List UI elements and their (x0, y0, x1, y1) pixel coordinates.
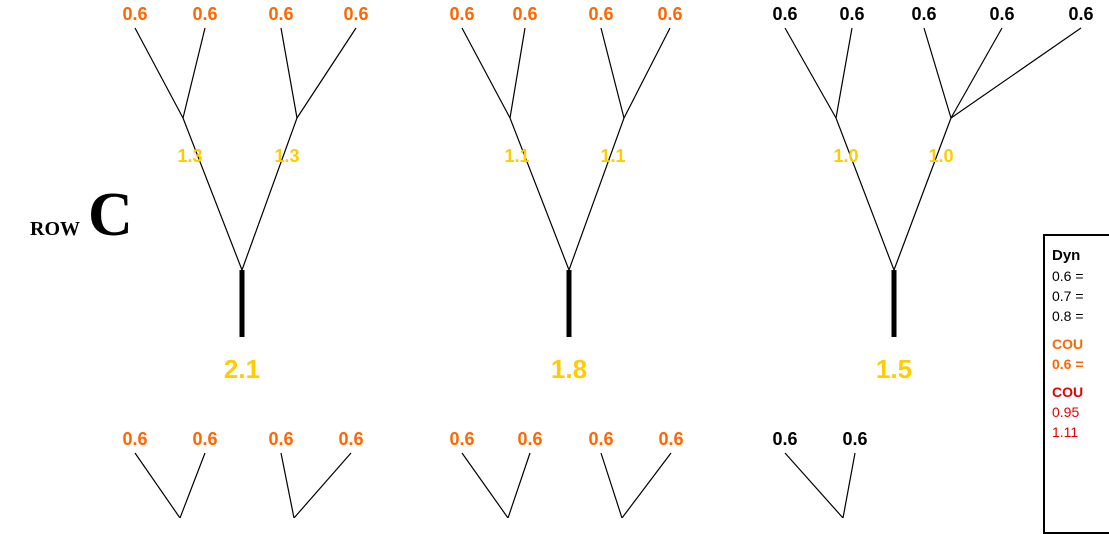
mid-label: 1.3 (274, 146, 299, 166)
root-label: 1.5 (876, 354, 912, 384)
leaf-label: 0.6 (588, 4, 613, 24)
legend-red-heading: COU (1052, 384, 1084, 400)
leaf-branch (600, 27, 625, 119)
bottom-branch (621, 452, 672, 518)
row-label: ROW C (30, 180, 133, 251)
bottom-leaf-label: 0.6 (449, 429, 474, 449)
leaf-branch (784, 27, 837, 119)
leaf-label: 0.6 (911, 4, 936, 24)
bottom-branch (784, 452, 844, 518)
leaf-label: 0.6 (657, 4, 682, 24)
diagram-canvas: 0.6 0.6 0.6 0.6 1.3 1.3 2.1 0.6 0.6 0.6 0.6 1.1 1.1 1… (30, 4, 1109, 534)
mid-label: 1.3 (177, 146, 202, 166)
leaf-label: 0.6 (122, 4, 147, 24)
row-label-letter: C (88, 181, 133, 249)
mid-label: 1.1 (600, 146, 625, 166)
legend-orange-heading: COU (1052, 336, 1084, 352)
bottom-leaf-label: 0.6 (268, 429, 293, 449)
bottom-branch (134, 452, 181, 518)
mid-label: 1.0 (833, 146, 858, 166)
mid-branch (509, 117, 570, 271)
legend-line-2: 0.7 = (1052, 288, 1084, 304)
leaf-label: 0.6 (512, 4, 537, 24)
leaf-branch (182, 27, 206, 119)
bottom-branch (842, 452, 856, 518)
legend-heading: Dyn (1052, 247, 1081, 264)
leaf-label: 0.6 (268, 4, 293, 24)
legend-red-line-1: 0.95 (1052, 404, 1080, 420)
bottom-leaf-label: 0.6 (192, 429, 217, 449)
mid-label: 1.1 (504, 146, 529, 166)
leaf-label: 0.6 (343, 4, 368, 24)
legend-line-1: 0.6 = (1052, 268, 1084, 284)
mid-branch (182, 117, 243, 271)
legend-red-line-2: 1.11 (1052, 424, 1079, 440)
bottom-leaf-label: 0.6 (338, 429, 363, 449)
leaf-label: 0.6 (989, 4, 1014, 24)
leaf-branch (835, 27, 853, 119)
bottom-branch (600, 452, 623, 518)
root-label: 2.1 (224, 354, 260, 384)
mid-branch (893, 117, 952, 271)
legend-orange-value: 0.6 = (1052, 356, 1084, 372)
leaf-branch (296, 27, 357, 119)
mid-branch (835, 117, 895, 271)
bottom-leaf-label: 0.6 (122, 429, 147, 449)
leaf-branch (923, 27, 952, 119)
bottom-branch (280, 452, 295, 518)
legend-line-3: 0.8 = (1052, 308, 1084, 324)
row-label-prefix: ROW (30, 218, 80, 240)
leaf-label: 0.6 (449, 4, 474, 24)
bottom-branch (179, 452, 206, 518)
bottom-leaf-label: 0.6 (588, 429, 613, 449)
leaf-branch (509, 27, 526, 119)
bottom-leaf-label: 0.6 (658, 429, 683, 449)
root-label: 1.8 (551, 354, 587, 384)
bottom-leaf-label: 0.6 (517, 429, 542, 449)
bottom-leaf-label: 0.6 (842, 429, 867, 449)
bottom-leaf-label: 0.6 (772, 429, 797, 449)
leaf-branch (623, 27, 671, 119)
leaf-label: 0.6 (192, 4, 217, 24)
mid-branch (568, 117, 625, 271)
tree-diagram: 0.6 0.6 0.6 0.61.3 1.32.10.6 0.6 0.6 0.61.1 1.11… (122, 4, 1094, 518)
bottom-branch (293, 452, 352, 518)
leaf-branch (134, 27, 184, 119)
mid-label: 1.0 (928, 146, 953, 166)
leaf-label: 0.6 (839, 4, 864, 24)
leaf-branch (950, 27, 1003, 119)
mid-branch (241, 117, 298, 271)
leaf-label: 0.6 (1068, 4, 1093, 24)
leaf-branch (950, 27, 1082, 119)
leaf-label: 0.6 (772, 4, 797, 24)
leaf-branch (280, 27, 298, 119)
leaf-branch (461, 27, 511, 119)
bottom-branch (507, 452, 531, 518)
legend-box: Dyn 0.6 = 0.7 = 0.8 = COU 0.6 = COU 0.95… (1043, 234, 1109, 534)
bottom-branch (461, 452, 509, 518)
